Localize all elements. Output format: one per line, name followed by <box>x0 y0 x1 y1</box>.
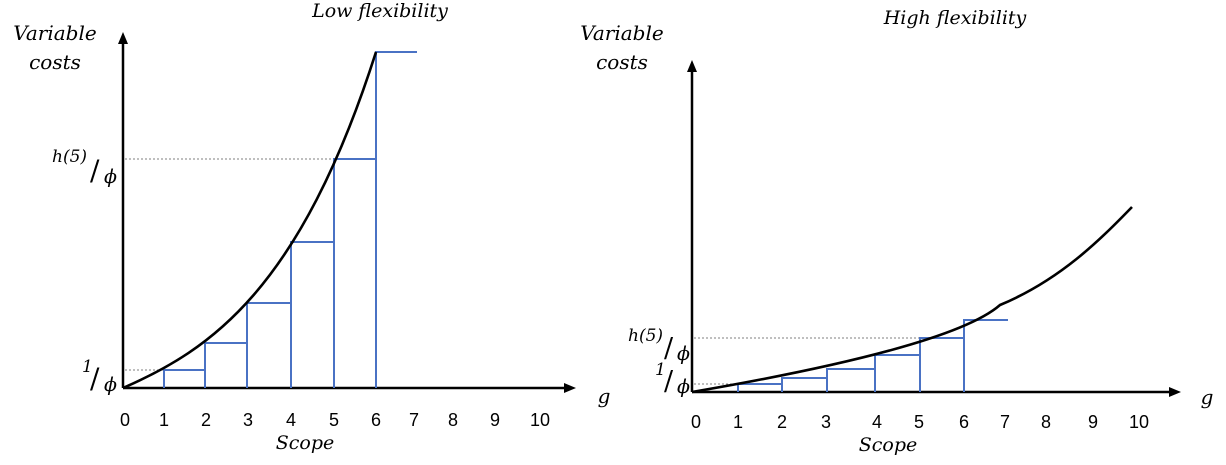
x-tick-label: 6 <box>959 412 969 432</box>
step-3 <box>826 368 875 392</box>
x-tick-label: 0 <box>691 412 701 432</box>
panel-title: Low flexibility <box>311 0 448 22</box>
x-tick-label: 10 <box>1129 412 1149 432</box>
step-4 <box>874 354 920 392</box>
x-axis-symbol: g <box>598 384 611 408</box>
y-mark-one-denominator: ϕ <box>677 376 690 398</box>
step-4 <box>290 241 334 388</box>
step-2 <box>781 377 827 392</box>
svg-text:/: / <box>664 333 674 364</box>
x-tick-label: 10 <box>530 410 550 430</box>
y-mark-one-numerator: 1 <box>82 357 93 377</box>
x-tick-label: 2 <box>777 412 787 432</box>
panel-title: High flexibility <box>883 7 1027 29</box>
step-1 <box>163 369 205 388</box>
x-tick-label: 9 <box>490 410 500 430</box>
y-mark-one-denominator: ϕ <box>104 374 117 396</box>
step-6 <box>375 51 417 388</box>
y-mark-one-over-phi: 1 / ϕ <box>655 360 690 398</box>
x-tick-label: 3 <box>243 410 253 430</box>
svg-text:/: / <box>664 366 674 397</box>
x-tick-label: 7 <box>1000 412 1010 432</box>
step-function <box>163 51 417 388</box>
x-axis-label: Scope <box>859 434 918 456</box>
y-mark-one-over-phi: 1 / ϕ <box>82 357 117 396</box>
x-tick-labels: 0 1 2 3 4 5 6 7 8 9 10 <box>691 412 1149 432</box>
step-5 <box>919 337 964 392</box>
x-axis-arrowhead <box>564 383 576 393</box>
y-mark-h5-over-phi: h(5) / ϕ <box>52 147 117 188</box>
cost-curve <box>122 51 378 390</box>
x-tick-label: 5 <box>914 412 924 432</box>
step-5 <box>333 158 376 388</box>
y-mark-h5-numerator: h(5) <box>628 326 663 346</box>
step-6 <box>963 319 1008 392</box>
y-mark-h5-numerator: h(5) <box>52 147 87 167</box>
step-3 <box>246 302 291 388</box>
x-tick-label: 3 <box>821 412 831 432</box>
x-tick-label: 7 <box>409 410 419 430</box>
panel-low-flexibility: Low flexibility Variable costs g h(5) / … <box>13 0 610 454</box>
x-tick-label: 8 <box>448 410 458 430</box>
cost-curve <box>691 206 1133 394</box>
svg-text:/: / <box>90 362 100 395</box>
y-axis-label-line1: Variable <box>13 21 96 45</box>
x-axis-symbol: g <box>1201 385 1214 409</box>
x-tick-label: 2 <box>201 410 211 430</box>
y-mark-one-numerator: 1 <box>655 360 666 380</box>
y-axis-label-line2: costs <box>596 50 648 74</box>
x-axis-label: Scope <box>276 432 335 454</box>
x-tick-label: 8 <box>1041 412 1051 432</box>
x-tick-label: 0 <box>120 410 130 430</box>
panel-high-flexibility: High flexibility Variable costs g h(5) /… <box>580 7 1213 456</box>
x-tick-label: 4 <box>872 412 882 432</box>
x-tick-label: 4 <box>286 410 296 430</box>
x-tick-label: 1 <box>159 410 169 430</box>
x-tick-labels: 0 1 2 3 4 5 6 7 8 9 10 <box>120 410 550 430</box>
x-tick-label: 6 <box>371 410 381 430</box>
y-axis-arrowhead <box>687 60 697 72</box>
x-axis-arrowhead <box>1169 387 1181 397</box>
y-axis-arrowhead <box>118 32 128 44</box>
y-mark-h5-denominator: ϕ <box>104 166 117 188</box>
y-mark-h5-denominator: ϕ <box>677 343 690 365</box>
x-tick-label: 5 <box>329 410 339 430</box>
y-axis-label-line1: Variable <box>580 21 663 45</box>
y-axis-label-line2: costs <box>29 50 81 74</box>
y-mark-h5-over-phi: h(5) / ϕ <box>628 326 690 365</box>
x-tick-label: 9 <box>1088 412 1098 432</box>
x-tick-label: 1 <box>733 412 743 432</box>
svg-text:/: / <box>90 154 100 187</box>
step-2 <box>204 342 247 388</box>
